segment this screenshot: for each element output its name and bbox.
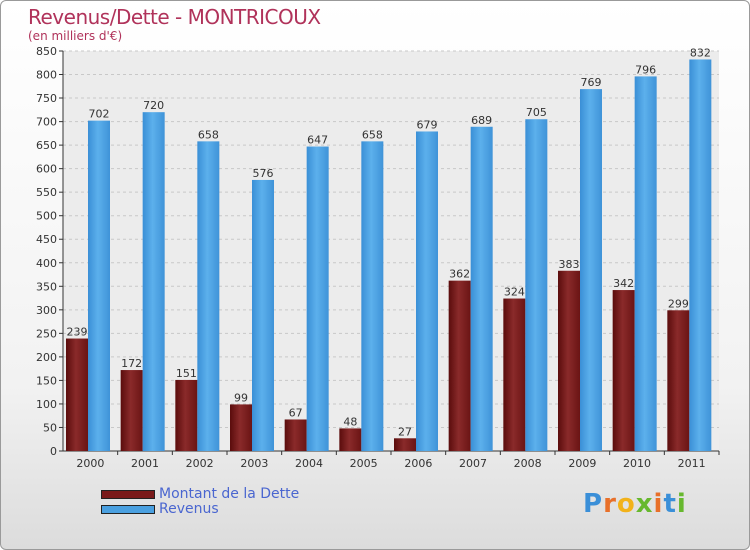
x-tick-label-2000: 2000 <box>76 457 104 470</box>
bar-debt-2002 <box>175 379 198 451</box>
y-tick-label: 800 <box>36 69 57 82</box>
data-label-revenue-2001: 720 <box>143 99 164 112</box>
data-label-revenue-2008: 705 <box>526 106 547 119</box>
y-tick-label: 350 <box>36 280 57 293</box>
data-label-revenue-2002: 658 <box>198 128 219 141</box>
x-tick-label-2002: 2002 <box>186 457 214 470</box>
y-tick-label: 550 <box>36 186 57 199</box>
logo-letter-5: t <box>663 489 677 519</box>
bar-debt-2010 <box>612 290 635 451</box>
bar-revenue-2007 <box>470 126 493 451</box>
data-label-debt-2007: 362 <box>449 268 470 281</box>
x-tick-label-2001: 2001 <box>131 457 159 470</box>
data-label-revenue-2006: 679 <box>417 118 438 131</box>
data-label-revenue-2003: 576 <box>253 167 274 180</box>
data-label-debt-2000: 239 <box>67 326 88 339</box>
y-tick-label: 0 <box>50 445 57 458</box>
y-tick-label: 250 <box>36 327 57 340</box>
bar-revenue-2008 <box>525 119 548 451</box>
logo-letter-3: x <box>635 489 654 519</box>
bar-debt-2003 <box>230 404 252 451</box>
x-tick-label-2008: 2008 <box>514 457 542 470</box>
y-tick-label: 200 <box>36 351 57 364</box>
x-tick-label-2011: 2011 <box>678 457 706 470</box>
bar-revenue-2009 <box>580 89 602 451</box>
legend-item-revenue: Revenus <box>101 502 299 517</box>
proxiti-logo[interactable]: Proxiti <box>583 489 687 519</box>
y-tick-label: 750 <box>36 92 57 105</box>
legend-item-debt: Montant de la Dette <box>101 487 299 502</box>
bar-revenue-2004 <box>306 146 329 451</box>
data-label-debt-2001: 172 <box>121 357 142 370</box>
bar-revenue-2002 <box>197 141 220 451</box>
x-tick-label-2004: 2004 <box>295 457 323 470</box>
data-label-revenue-2000: 702 <box>89 108 110 121</box>
y-tick-label: 450 <box>36 233 57 246</box>
y-tick-label: 850 <box>36 45 57 58</box>
bar-debt-2000 <box>66 338 88 451</box>
x-tick-label-2009: 2009 <box>568 457 596 470</box>
logo-letter-6: i <box>676 489 687 519</box>
data-label-revenue-2005: 658 <box>362 128 383 141</box>
y-tick-label: 650 <box>36 139 57 152</box>
data-label-debt-2002: 151 <box>176 367 197 380</box>
bar-debt-2008 <box>503 298 526 451</box>
data-label-revenue-2010: 796 <box>635 63 656 76</box>
bar-debt-2006 <box>394 438 416 451</box>
bar-debt-2005 <box>339 428 362 451</box>
legend-swatch-debt <box>101 490 155 499</box>
data-label-revenue-2011: 832 <box>690 46 711 59</box>
y-tick-label: 600 <box>36 163 57 176</box>
data-label-revenue-2004: 647 <box>307 134 328 147</box>
bar-revenue-2000 <box>88 120 110 451</box>
data-label-debt-2005: 48 <box>343 415 357 428</box>
x-tick-label-2005: 2005 <box>350 457 378 470</box>
plot-area <box>63 51 719 451</box>
legend-label-revenue: Revenus <box>159 501 219 517</box>
bar-debt-2011 <box>667 310 690 451</box>
data-label-debt-2004: 67 <box>289 406 303 419</box>
data-label-debt-2009: 383 <box>559 258 580 271</box>
legend-swatch-revenue <box>101 505 155 514</box>
y-tick-label: 700 <box>36 116 57 129</box>
chart-subtitle: (en milliers d'€) <box>28 29 123 43</box>
y-tick-label: 50 <box>43 421 57 434</box>
y-tick-label: 400 <box>36 257 57 270</box>
bar-revenue-2005 <box>361 141 384 451</box>
bar-revenue-2010 <box>634 76 657 451</box>
bar-revenue-2001 <box>142 112 165 452</box>
bar-debt-2009 <box>558 270 580 451</box>
legend: Montant de la Dette Revenus <box>101 487 299 517</box>
data-label-debt-2010: 342 <box>613 277 634 290</box>
bar-revenue-2006 <box>416 131 438 451</box>
bar-debt-2001 <box>120 370 143 451</box>
y-tick-label: 300 <box>36 304 57 317</box>
y-tick-label: 150 <box>36 374 57 387</box>
data-label-revenue-2007: 689 <box>471 114 492 127</box>
logo-letter-4: i <box>653 489 664 519</box>
y-tick-label: 100 <box>36 398 57 411</box>
logo-letter-0: P <box>583 489 604 519</box>
bar-debt-2004 <box>284 419 307 451</box>
logo-letter-1: r <box>603 489 617 519</box>
bar-debt-2007 <box>448 280 471 451</box>
data-label-debt-2008: 324 <box>504 286 525 299</box>
data-label-revenue-2009: 769 <box>581 76 602 89</box>
x-tick-label-2007: 2007 <box>459 457 487 470</box>
data-label-debt-2011: 299 <box>668 297 689 310</box>
bar-revenue-2011 <box>689 59 712 452</box>
chart-title: Revenus/Dette - MONTRICOUX <box>28 5 321 29</box>
x-tick-label-2006: 2006 <box>404 457 432 470</box>
data-label-debt-2006: 27 <box>398 425 412 438</box>
y-tick-label: 500 <box>36 210 57 223</box>
data-label-debt-2003: 99 <box>234 391 248 404</box>
x-tick-label-2010: 2010 <box>623 457 651 470</box>
x-tick-label-2003: 2003 <box>240 457 268 470</box>
logo-letter-2: o <box>616 489 636 519</box>
bar-revenue-2003 <box>252 179 274 452</box>
legend-label-debt: Montant de la Dette <box>159 486 300 502</box>
